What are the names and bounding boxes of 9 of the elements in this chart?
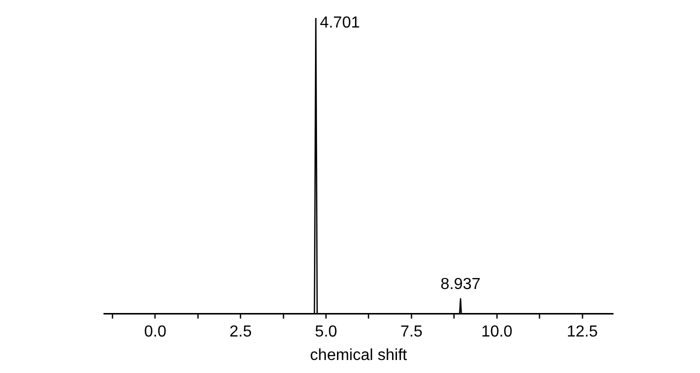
x-tick-label: 2.5 [230, 324, 252, 341]
x-tick-label: 10.0 [481, 324, 513, 341]
annotation: 4.701 [320, 14, 360, 32]
x-tick-label: 12.5 [566, 324, 598, 341]
annotation: 8.937 [440, 276, 481, 294]
x-axis-title: chemical shift [310, 346, 408, 364]
x-tick-label: 5.0 [314, 324, 338, 341]
x-tick-label: 7.5 [400, 324, 423, 341]
x-tick-label: 0.0 [144, 324, 166, 341]
